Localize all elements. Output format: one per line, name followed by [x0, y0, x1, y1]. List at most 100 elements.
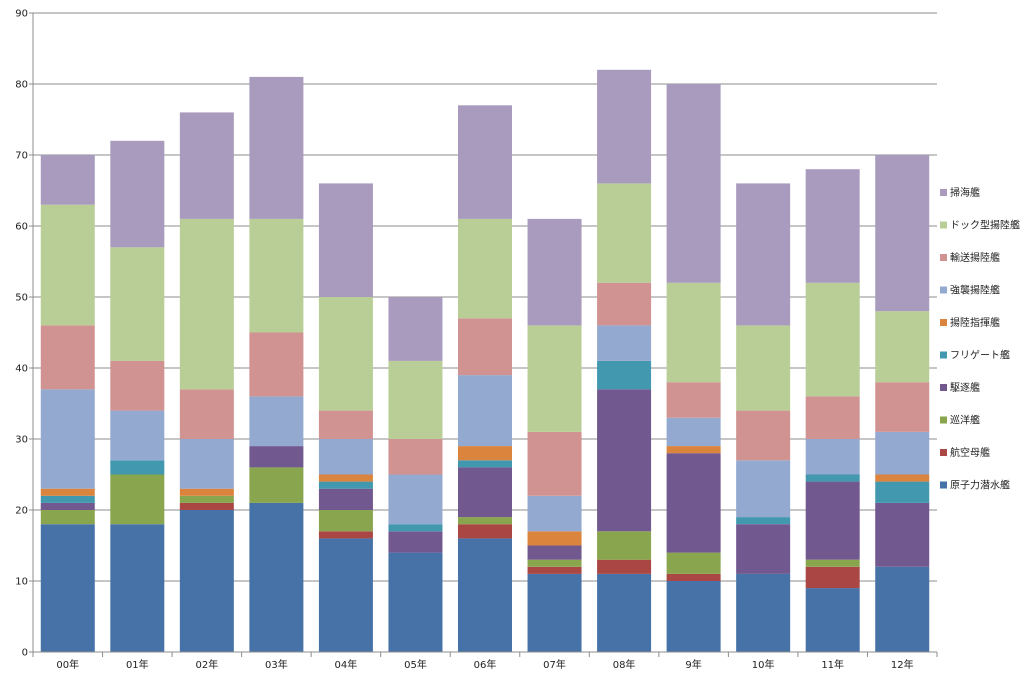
bar-segment [110, 410, 165, 461]
bar-segment [875, 502, 930, 567]
bar-segment [110, 524, 165, 652]
legend-label: 揚陸指揮艦 [950, 316, 1000, 329]
bar-segment [40, 204, 95, 326]
bar-segment [666, 417, 721, 447]
bar-segment [597, 573, 652, 652]
y-tick-label: 10 [15, 577, 28, 588]
bar-segment [736, 460, 791, 518]
legend-swatch [940, 384, 947, 391]
bar-segment [805, 396, 860, 439]
bar-segment [458, 467, 512, 518]
bar-segment [458, 538, 512, 652]
y-tick-label: 80 [15, 80, 28, 91]
bar-segment [388, 531, 443, 553]
bar-segment [388, 474, 443, 525]
y-tick-label: 0 [22, 648, 28, 659]
bar-segment [249, 218, 304, 333]
bar-segment [318, 510, 373, 532]
bar-segment [249, 446, 304, 468]
bar-segment [527, 573, 582, 652]
bar-segment [179, 495, 234, 503]
legend-label: 原子力潜水艦 [950, 479, 1010, 492]
legend-label: 掃海艦 [950, 186, 980, 199]
bar-segment [179, 510, 234, 652]
bar-segment [527, 559, 582, 567]
legend-swatch [940, 286, 947, 294]
bar-segment [805, 474, 860, 482]
legend-item: フリゲート艦 [940, 349, 1010, 362]
bar-segment [805, 481, 860, 560]
bar-segment [458, 218, 512, 319]
bar-segment [805, 559, 860, 567]
bar-segment [527, 545, 582, 560]
bar-segment [458, 524, 512, 539]
x-tick-label: 01年 [126, 658, 149, 671]
y-axis-tick-labels: 0 10 20 30 40 50 60 70 80 90 [15, 9, 28, 659]
bar-segment [458, 460, 512, 468]
bar-segment [179, 389, 234, 439]
bar-segment [875, 431, 930, 475]
legend-label: 巡洋艦 [950, 414, 980, 427]
bar-segment [110, 460, 165, 475]
x-tick-label: 05年 [404, 658, 427, 671]
x-tick-label: 07年 [543, 658, 566, 671]
bar-segment [597, 325, 652, 361]
bar-segment [40, 389, 95, 489]
y-tick-label: 20 [15, 506, 28, 517]
bar-segment [597, 389, 652, 532]
bar-segment [736, 573, 791, 652]
legend-item: 揚陸指揮艦 [940, 316, 1000, 329]
x-tick-label: 08年 [613, 658, 636, 671]
bar-segment [666, 84, 721, 283]
bar-segment [388, 524, 443, 532]
legend-swatch [940, 416, 947, 424]
x-tick-label: 12年 [891, 658, 914, 671]
legend-item: 掃海艦 [940, 186, 980, 199]
legend-swatch [940, 189, 947, 196]
bar-segment [249, 332, 304, 397]
bar-segment [597, 282, 652, 326]
bar-segment [179, 502, 234, 510]
legend-swatch [940, 481, 947, 489]
x-tick-label: 06年 [474, 658, 497, 671]
legend-item: 原子力潜水艦 [940, 479, 1010, 492]
legend-label: 駆逐艦 [950, 381, 980, 394]
bar-segment [805, 282, 860, 397]
bar-segment [875, 481, 930, 503]
legend-swatch [940, 221, 947, 229]
x-tick-label: 03年 [265, 658, 288, 671]
y-tick-label: 30 [15, 435, 28, 446]
x-tick-label: 11年 [821, 658, 844, 671]
bar-segment [249, 76, 304, 219]
bar-segment [318, 538, 373, 652]
bar-segment [388, 439, 443, 475]
bar-segment [736, 325, 791, 411]
x-tick-label: 10年 [752, 658, 775, 671]
y-tick-label: 70 [15, 151, 28, 162]
bar-segment [318, 474, 373, 482]
x-tick-label: 02年 [195, 658, 218, 671]
bar-segment [110, 360, 165, 411]
bar-segment [388, 297, 443, 361]
bar-segment [318, 297, 373, 411]
bar-segment [40, 488, 95, 496]
legend-item: 巡洋艦 [940, 414, 980, 427]
legend-item: 航空母艦 [940, 446, 990, 459]
bar-segment [666, 581, 721, 652]
bar-segment [249, 396, 304, 447]
bar-segment [179, 488, 234, 496]
bar-segment [527, 431, 582, 496]
bar-segment [388, 360, 443, 439]
bar-segment [666, 453, 721, 553]
bar-segment [666, 552, 721, 574]
bar-segment [40, 325, 95, 390]
legend-item: 輸送揚陸艦 [940, 251, 1000, 264]
bar-segment [318, 481, 373, 489]
bar-segment [388, 552, 443, 652]
bar-segment [736, 183, 791, 326]
bar-segment [875, 382, 930, 432]
bar-segment [597, 183, 652, 283]
bar-segment [179, 112, 234, 219]
bar-segment [805, 439, 860, 475]
